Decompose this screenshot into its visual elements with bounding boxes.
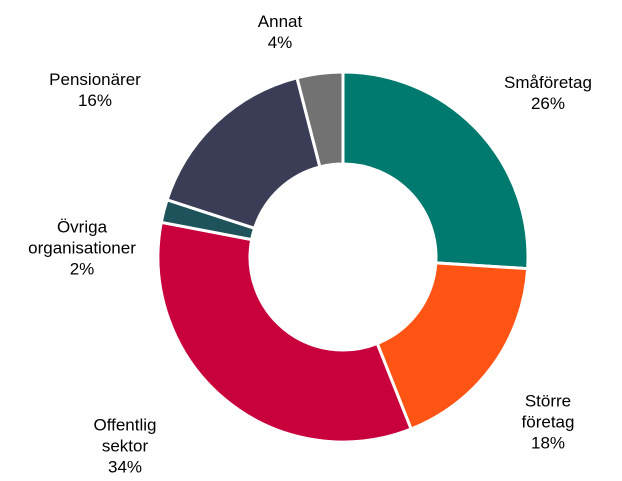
slice-label: Annat 4% — [258, 11, 302, 53]
category-label: Övriga organisationer — [28, 217, 136, 258]
donut-slice — [295, 70, 345, 169]
slice-label: Övriga organisationer 2% — [17, 217, 147, 280]
donut-slice — [156, 220, 414, 444]
value-label: 26% — [530, 94, 566, 113]
donut-slice — [375, 261, 530, 431]
value-label: 2% — [69, 259, 95, 279]
donut-slice — [341, 70, 530, 271]
category-label: Större företag — [521, 391, 575, 432]
donut-slice — [165, 75, 322, 231]
category-label: Småföretag — [504, 73, 592, 92]
slice-label: Större företag 18% — [511, 391, 585, 454]
category-label: Offentlig sektor — [93, 415, 157, 456]
slice-label: Pensionärer 16% — [49, 69, 141, 111]
category-label: Pensionärer — [49, 70, 141, 89]
value-label: 4% — [267, 33, 293, 52]
value-label: 16% — [77, 91, 113, 110]
category-label: Annat — [257, 12, 303, 31]
slice-label: Offentlig sektor 34% — [75, 415, 175, 478]
value-label: 34% — [107, 457, 143, 477]
slice-label: Småföretag 26% — [504, 72, 592, 114]
value-label: 18% — [530, 433, 566, 453]
